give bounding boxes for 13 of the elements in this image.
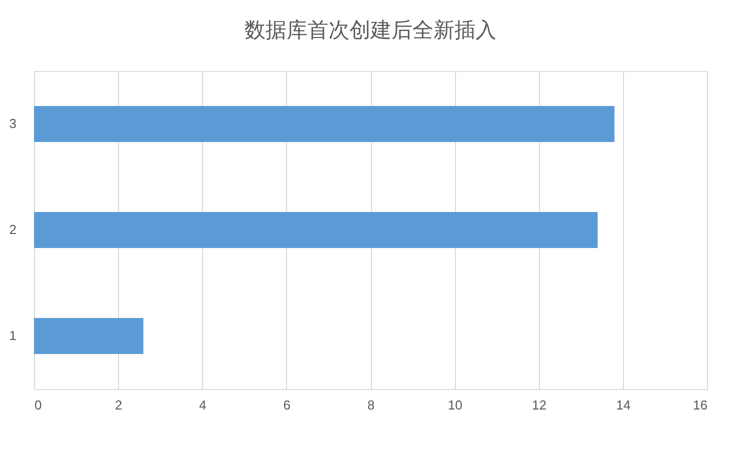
x-tick-label: 10	[448, 398, 462, 412]
x-tick-label: 12	[532, 398, 546, 412]
x-tick-label: 0	[34, 398, 42, 412]
x-tick-label: 6	[283, 398, 290, 412]
x-tick-label: 8	[367, 398, 375, 412]
x-tick-label: 2	[115, 398, 122, 412]
y-tick-label: 2	[9, 222, 16, 237]
chart-title: 数据库首次创建后全新插入	[244, 18, 496, 42]
x-tick-label: 14	[616, 398, 631, 412]
x-tick-label: 4	[199, 398, 206, 412]
y-tick-label: 1	[9, 328, 16, 343]
y-tick-label: 3	[9, 116, 16, 131]
x-tick-label: 16	[693, 398, 708, 412]
